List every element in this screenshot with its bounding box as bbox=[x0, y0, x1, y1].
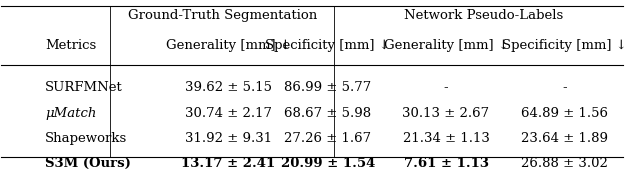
Text: 64.89 ± 1.56: 64.89 ± 1.56 bbox=[521, 107, 608, 120]
Text: 31.92 ± 9.31: 31.92 ± 9.31 bbox=[185, 132, 272, 145]
Text: 68.67 ± 5.98: 68.67 ± 5.98 bbox=[284, 107, 371, 120]
Text: 86.99 ± 5.77: 86.99 ± 5.77 bbox=[284, 81, 371, 94]
Text: 30.74 ± 2.17: 30.74 ± 2.17 bbox=[185, 107, 272, 120]
Text: Network Pseudo-Labels: Network Pseudo-Labels bbox=[404, 9, 563, 22]
Text: -: - bbox=[444, 81, 449, 94]
Text: 21.34 ± 1.13: 21.34 ± 1.13 bbox=[403, 132, 490, 145]
Text: 39.62 ± 5.15: 39.62 ± 5.15 bbox=[185, 81, 272, 94]
Text: Ground-Truth Segmentation: Ground-Truth Segmentation bbox=[127, 9, 317, 22]
Text: Shapeworks: Shapeworks bbox=[45, 132, 127, 145]
Text: Metrics: Metrics bbox=[45, 39, 96, 52]
Text: 13.17 ± 2.41: 13.17 ± 2.41 bbox=[181, 157, 275, 170]
Text: 23.64 ± 1.89: 23.64 ± 1.89 bbox=[521, 132, 608, 145]
Text: Generality [mm] ↓: Generality [mm] ↓ bbox=[166, 39, 291, 52]
Text: Specificity [mm] ↓: Specificity [mm] ↓ bbox=[266, 39, 390, 52]
Text: -: - bbox=[562, 81, 566, 94]
Text: 27.26 ± 1.67: 27.26 ± 1.67 bbox=[284, 132, 371, 145]
Text: SURFMNet: SURFMNet bbox=[45, 81, 123, 94]
Text: μMatch: μMatch bbox=[45, 107, 96, 120]
Text: Generality [mm] ↓: Generality [mm] ↓ bbox=[383, 39, 509, 52]
Text: 30.13 ± 2.67: 30.13 ± 2.67 bbox=[403, 107, 490, 120]
Text: 7.61 ± 1.13: 7.61 ± 1.13 bbox=[404, 157, 488, 170]
Text: 26.88 ± 3.02: 26.88 ± 3.02 bbox=[521, 157, 607, 170]
Text: Specificity [mm] ↓: Specificity [mm] ↓ bbox=[502, 39, 627, 52]
Text: 20.99 ± 1.54: 20.99 ± 1.54 bbox=[281, 157, 375, 170]
Text: S3M (Ours): S3M (Ours) bbox=[45, 157, 131, 170]
